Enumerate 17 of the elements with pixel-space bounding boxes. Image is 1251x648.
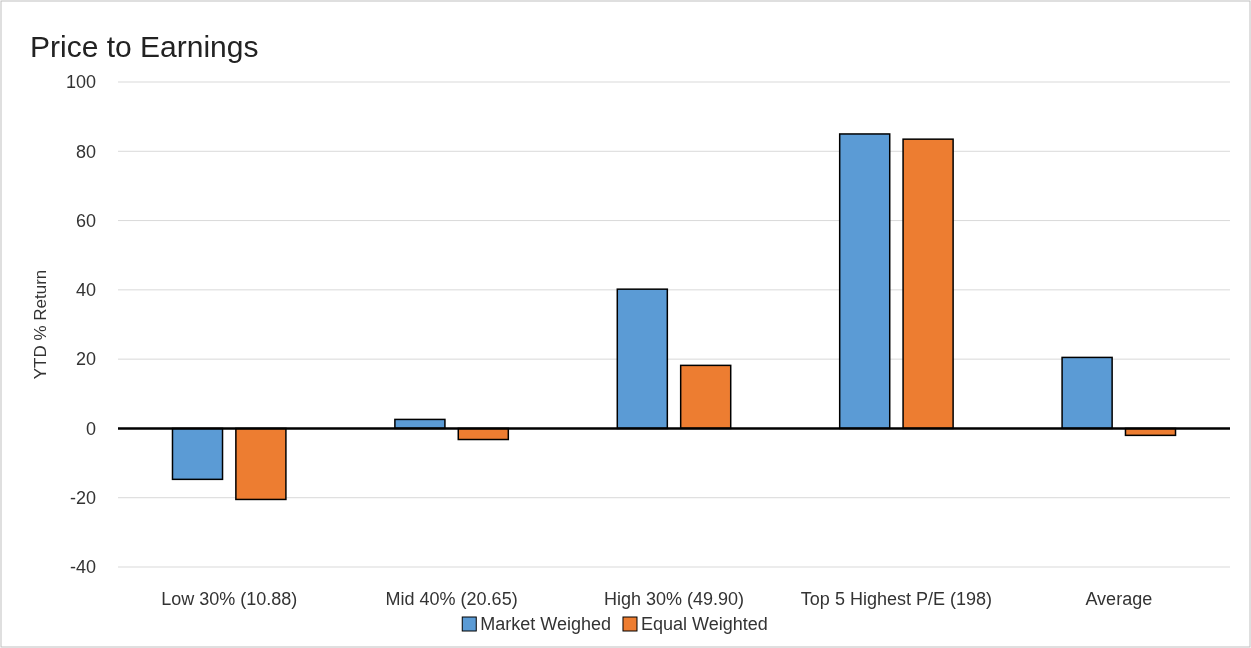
- y-tick-label: -20: [69, 487, 96, 508]
- y-tick-label: 60: [75, 210, 96, 231]
- legend-label: Equal Weighted: [640, 614, 768, 634]
- y-axis-title: YTD % Return: [31, 269, 50, 380]
- chart-title: Price to Earnings: [30, 30, 259, 63]
- x-tick-label: Low 30% (10.88): [161, 588, 298, 609]
- x-tick-label: Top 5 Highest P/E (198): [800, 588, 992, 609]
- x-tick-label: Mid 40% (20.65): [385, 588, 518, 609]
- y-tick-label: 80: [75, 141, 96, 162]
- y-tick-label: 20: [75, 349, 96, 370]
- x-tick-label: Average: [1085, 588, 1153, 609]
- x-tick-label: High 30% (49.90): [603, 588, 745, 609]
- legend-label: Market Weighed: [480, 614, 611, 634]
- y-tick-label: 0: [85, 418, 96, 439]
- y-tick-label: 40: [75, 280, 96, 301]
- y-tick-label: -40: [69, 557, 96, 578]
- y-tick-label: 100: [65, 72, 96, 93]
